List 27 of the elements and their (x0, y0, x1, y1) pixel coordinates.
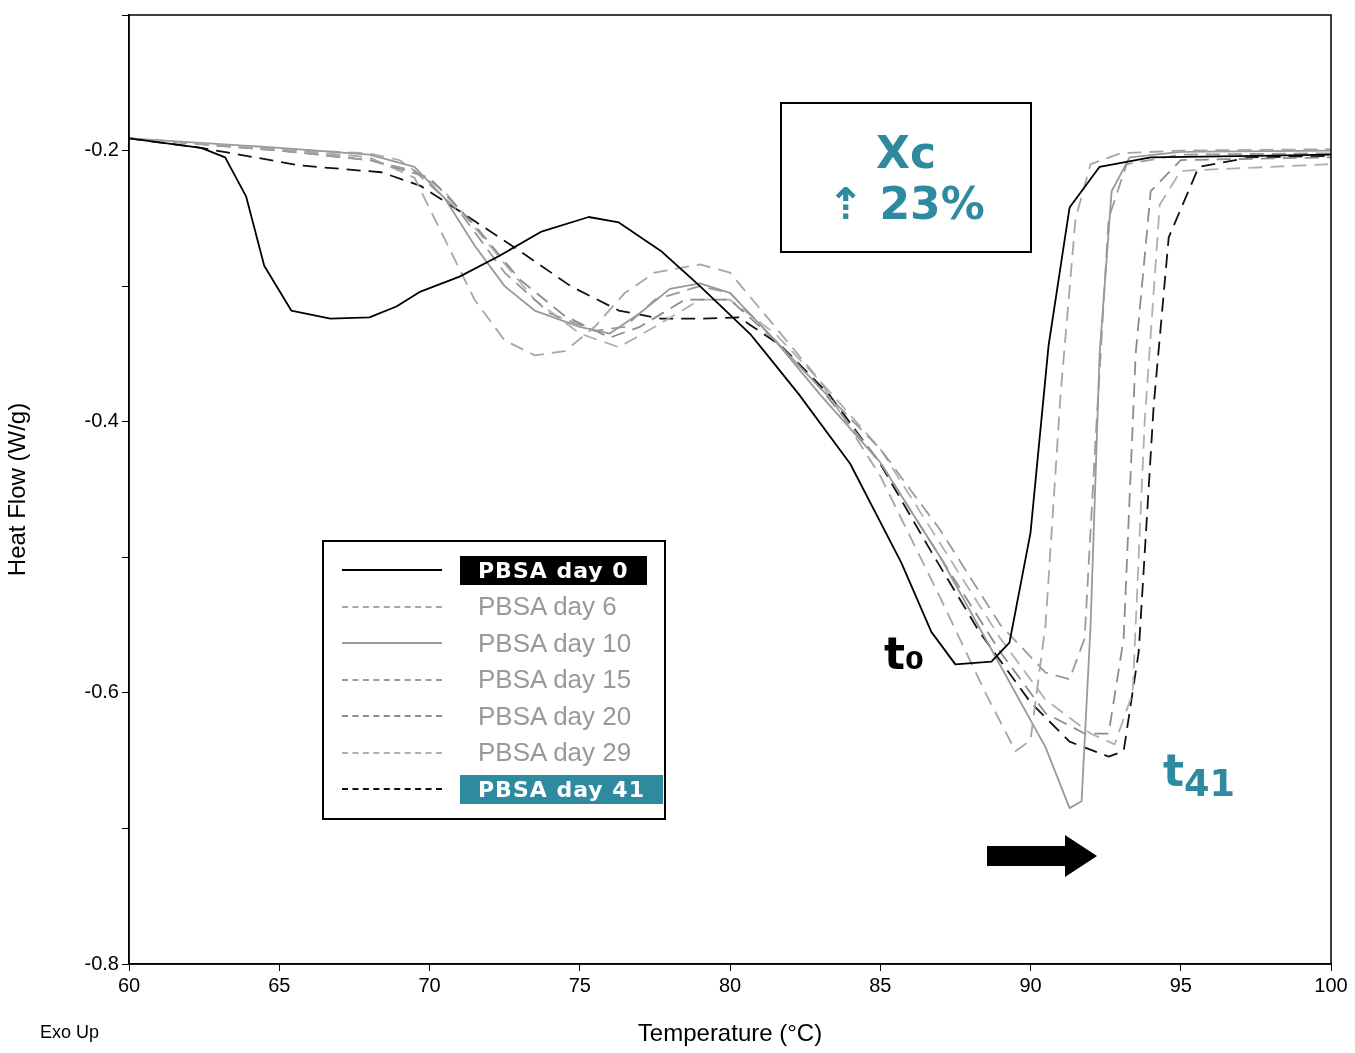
legend-label: PBSA day 0 (478, 557, 629, 583)
x-tick-label: 60 (117, 973, 141, 996)
y-axis-title: Heat Flow (W/g) (3, 402, 31, 577)
y-tick-label: -0.4 (84, 409, 119, 432)
x-tick-label: 80 (718, 973, 742, 996)
legend-label: PBSA day 41 (478, 776, 645, 802)
x-tick-label: 85 (869, 973, 892, 996)
legend-label: PBSA day 6 (478, 591, 617, 622)
annotation: t$_{41}$ (1163, 745, 1236, 805)
x-tick-label: 75 (568, 973, 591, 996)
annotation: Xc (875, 126, 936, 178)
legend-label: PBSA day 10 (478, 627, 632, 658)
x-tick-label: 90 (1019, 973, 1042, 996)
x-tick-label: 95 (1169, 973, 1192, 996)
y-tick-label: -0.2 (84, 138, 119, 161)
y-tick-label: -0.6 (84, 680, 119, 703)
annotation: ⇡ 23% (827, 177, 985, 229)
x-axis-title: Temperature (°C) (637, 1019, 823, 1047)
y-tick-label: -0.8 (84, 951, 119, 974)
legend-label: PBSA day 29 (478, 737, 632, 768)
legend-label: PBSA day 20 (478, 700, 632, 731)
x-tick-label: 100 (1314, 973, 1348, 996)
legend-label: PBSA day 15 (478, 664, 632, 695)
annotation: t₀ (884, 628, 925, 679)
text: Exo Up (40, 1022, 100, 1043)
x-tick-label: 70 (418, 973, 441, 996)
x-tick-label: 65 (268, 973, 291, 996)
